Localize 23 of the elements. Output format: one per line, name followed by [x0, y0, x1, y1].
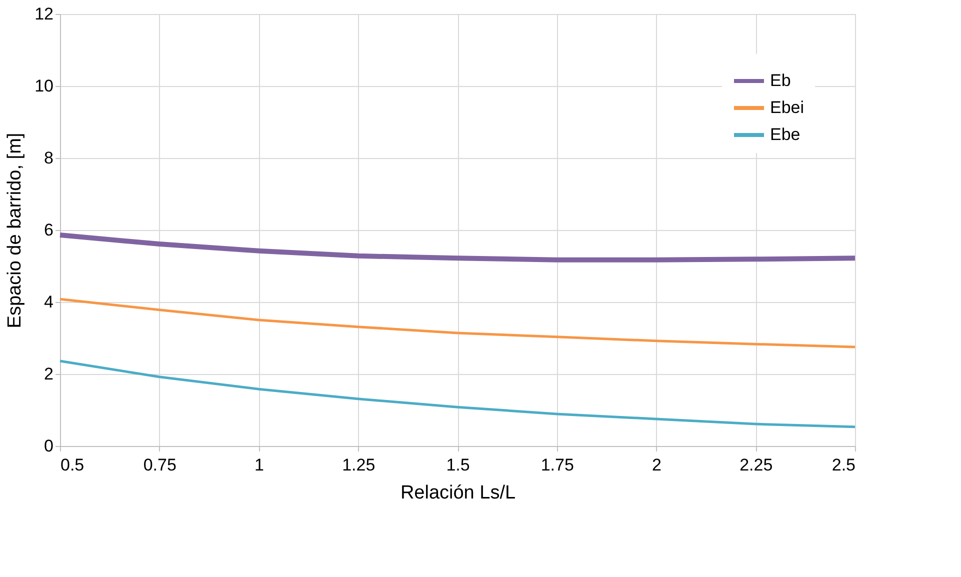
y-tick-label: 4: [44, 292, 54, 312]
y-axis-title: Espacio de barrido, [m]: [4, 132, 26, 328]
legend-label: Ebei: [770, 98, 804, 117]
x-tick-label: 0.5: [60, 456, 84, 474]
y-tick-label: 8: [44, 148, 54, 168]
y-tick-label: 6: [44, 220, 54, 240]
legend-label: Ebe: [770, 125, 800, 144]
x-tick-label: 2.5: [832, 456, 856, 474]
x-tick-label: 0.75: [143, 456, 176, 474]
y-tick-label: 12: [34, 4, 54, 24]
line-series: [58, 360, 856, 428]
x-tick-label: 1.75: [540, 456, 574, 474]
y-tick-label: 10: [34, 76, 54, 96]
x-tick-label: 2: [652, 456, 662, 474]
y-tick-label: 2: [44, 364, 54, 384]
x-axis-title: Relación Ls/L: [400, 482, 516, 504]
line-series: [58, 298, 856, 348]
x-tick-label: 1.25: [342, 456, 376, 474]
x-tick-label: 1: [254, 456, 264, 474]
x-tick-label: 1.5: [446, 456, 470, 474]
legend-label: Eb: [770, 71, 791, 90]
y-tick-label: 0: [44, 436, 54, 456]
x-tick-label: 2.25: [740, 456, 773, 474]
